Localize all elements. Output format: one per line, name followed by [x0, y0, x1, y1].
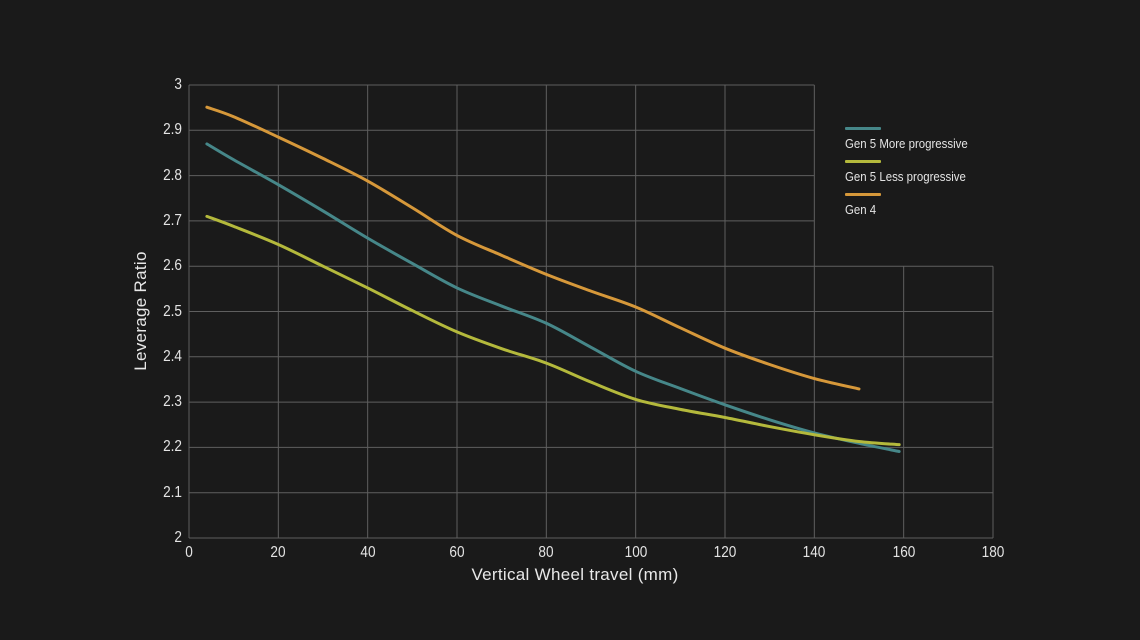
legend-entry-gen4: Gen 4: [845, 193, 984, 219]
y-tick-label: 2.4: [163, 347, 182, 365]
x-axis-title: Vertical Wheel travel (mm): [471, 565, 679, 584]
x-tick-label: 180: [981, 544, 1005, 561]
y-tick-label: 2.2: [163, 438, 182, 456]
legend-swatch-orange: [845, 193, 881, 196]
x-tick-label: 60: [449, 544, 465, 561]
legend-label: Gen 5 More progressive: [845, 136, 968, 151]
x-tick-label: 80: [538, 544, 554, 561]
x-tick-label: 120: [713, 544, 737, 561]
legend-entry-gen5-more: Gen 5 More progressive: [845, 127, 984, 153]
y-tick-label: 2.6: [163, 257, 182, 275]
legend-entry-gen5-less: Gen 5 Less progressive: [845, 160, 984, 186]
x-tick-label: 160: [892, 544, 916, 561]
series-lines: [205, 105, 901, 453]
y-tick-label: 2.9: [163, 121, 182, 139]
series-line-gen-5-less-progressive: [205, 214, 901, 447]
x-tick-label: 140: [802, 544, 826, 561]
series-line-gen-4: [205, 105, 861, 391]
y-tick-label: 2.5: [163, 302, 182, 320]
series-line-gen-5-more-progressive: [205, 142, 901, 453]
y-axis-title: Leverage Ratio: [131, 251, 150, 371]
y-tick-label: 3: [174, 76, 182, 93]
y-tick-label: 2.8: [163, 166, 182, 184]
x-tick-label: 100: [624, 544, 648, 561]
y-tick-label: 2.7: [163, 211, 182, 229]
x-tick-label: 0: [185, 544, 193, 561]
legend-label: Gen 4: [845, 202, 877, 217]
grid-lines: [188, 84, 994, 539]
y-tick-label: 2.1: [163, 483, 182, 501]
y-tick-label: 2: [174, 529, 182, 546]
legend: Gen 5 More progressive Gen 5 Less progre…: [845, 127, 984, 226]
legend-swatch-teal: [845, 127, 881, 130]
legend-swatch-yellow: [845, 160, 881, 163]
x-tick-label: 40: [360, 544, 376, 561]
y-tick-label: 2.3: [163, 393, 182, 411]
legend-label: Gen 5 Less progressive: [845, 169, 966, 184]
x-tick-label: 20: [270, 544, 286, 561]
